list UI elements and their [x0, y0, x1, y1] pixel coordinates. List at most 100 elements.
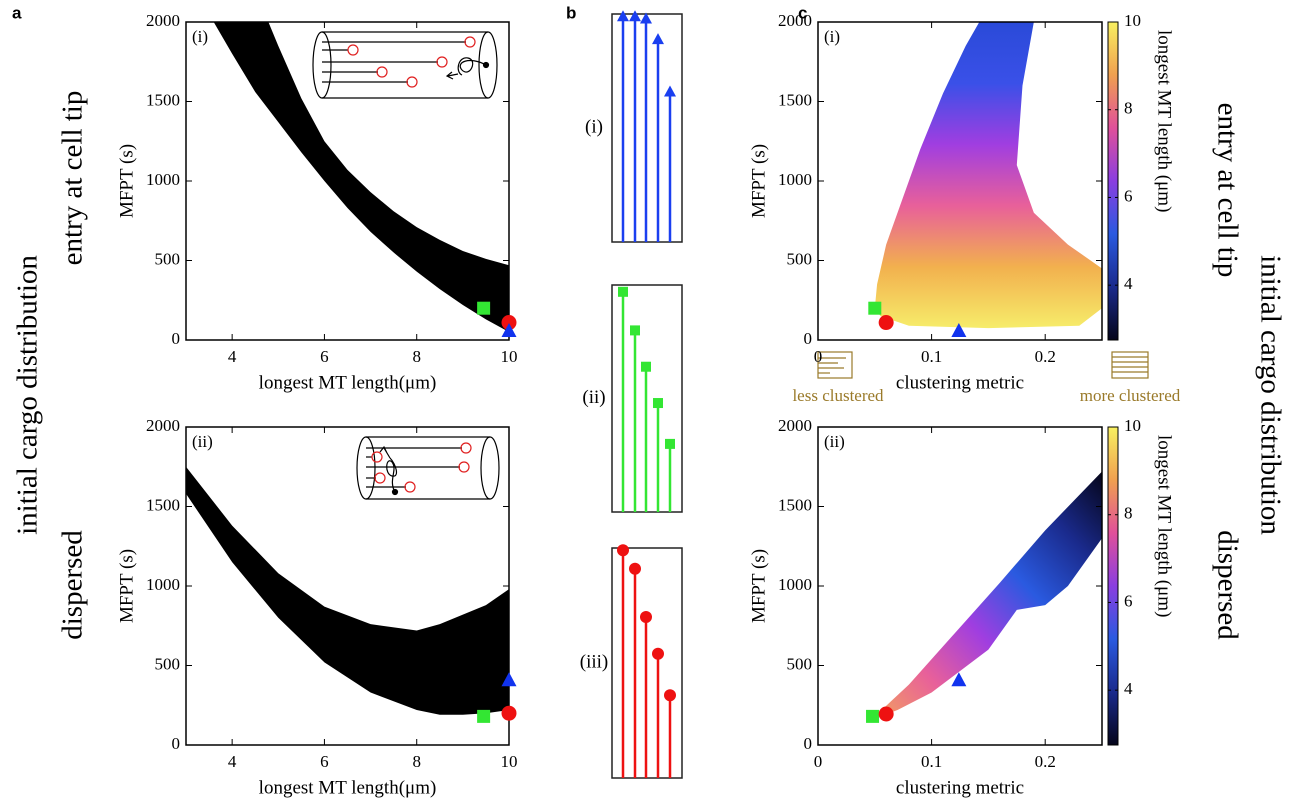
y-tick-label: 500	[155, 654, 181, 673]
marker-circle	[629, 562, 641, 575]
x-tick-label: 0.1	[921, 347, 942, 366]
y-tick-label: 2000	[146, 416, 180, 435]
y-tick-label: 1000	[778, 575, 812, 594]
marker-circle	[640, 611, 652, 623]
panel-letter: a	[12, 3, 22, 22]
scatter-cloud	[874, 471, 1102, 717]
marker-triangle	[629, 10, 641, 22]
x-tick-label: 6	[320, 347, 329, 366]
x-tick-label: 0	[814, 752, 823, 771]
marker-square	[665, 438, 675, 449]
y-tick-label: 500	[155, 249, 181, 268]
x-tick-label: 8	[412, 347, 421, 366]
row-title: dispersed	[1211, 530, 1243, 640]
annotation: more clustered	[1080, 386, 1181, 405]
panel-label: (ii)	[824, 432, 845, 451]
x-axis-label: clustering metric	[896, 777, 1024, 798]
y-tick-label: 1500	[146, 90, 180, 109]
x-tick-label: 10	[501, 752, 518, 771]
marker-square	[477, 301, 491, 315]
scatter-band	[213, 22, 509, 333]
y-axis-label: MFPT (s)	[748, 144, 769, 218]
colorbar-label: longest MT length (μm)	[1154, 435, 1175, 617]
colorbar-tick-label: 8	[1124, 504, 1133, 523]
panel-label: (i)	[585, 116, 603, 137]
x-tick-label: 10	[501, 347, 518, 366]
marker-circle	[501, 705, 517, 721]
marker-triangle	[501, 322, 517, 337]
marker-triangle	[951, 672, 967, 687]
marker-triangle	[501, 672, 517, 687]
marker-triangle	[652, 33, 664, 45]
colorbar	[1107, 426, 1119, 746]
marker-circle	[501, 315, 517, 331]
row-title: dispersed	[57, 530, 89, 640]
y-tick-label: 0	[804, 329, 813, 348]
marker-circle	[652, 647, 664, 660]
y-tick-label: 1000	[146, 170, 180, 189]
colorbar-tick-label: 10	[1124, 11, 1141, 30]
colorbar-tick-label: 4	[1124, 679, 1133, 698]
row-title: entry at cell tip	[57, 91, 89, 266]
y-tick-label: 1000	[778, 170, 812, 189]
y-axis-label: MFPT (s)	[116, 549, 137, 623]
x-axis-label: clustering metric	[896, 372, 1024, 393]
colorbar-tick-label: 4	[1124, 274, 1133, 293]
panel-label: (i)	[192, 27, 208, 46]
x-tick-label: 4	[228, 347, 237, 366]
y-tick-label: 0	[172, 734, 181, 753]
x-tick-label: 8	[412, 752, 421, 771]
x-tick-label: 6	[320, 752, 329, 771]
y-tick-label: 2000	[778, 416, 812, 435]
marker-square	[618, 286, 628, 297]
marker-circle	[664, 689, 676, 702]
marker-circle	[878, 315, 894, 331]
panel-label: (ii)	[582, 387, 605, 408]
inset-cylinder	[355, 433, 501, 505]
marker-circle	[617, 544, 629, 557]
marker-square	[866, 709, 880, 723]
y-tick-label: 1500	[778, 495, 812, 514]
colorbar-label: longest MT length (μm)	[1154, 30, 1175, 212]
marker-square	[653, 398, 663, 409]
x-tick-label: 0.1	[921, 752, 942, 771]
marker-square	[641, 361, 651, 372]
x-tick-label: 4	[228, 752, 237, 771]
y-tick-label: 0	[172, 329, 181, 348]
y-tick-label: 0	[804, 734, 813, 753]
marker-square	[477, 709, 491, 723]
y-tick-label: 1500	[778, 90, 812, 109]
x-tick-label: 0.2	[1035, 347, 1056, 366]
x-tick-label: 0	[814, 347, 823, 366]
colorbar	[1107, 21, 1119, 341]
x-tick-label: 0.2	[1035, 752, 1056, 771]
y-axis-label: MFPT (s)	[748, 549, 769, 623]
marker-triangle	[664, 85, 676, 97]
y-tick-label: 500	[787, 249, 813, 268]
row-group-title: initial cargo distribution	[12, 255, 44, 535]
row-group-title: initial cargo distribution	[1254, 255, 1286, 535]
marker-triangle	[617, 10, 629, 22]
marker-triangle	[640, 12, 652, 24]
x-axis-label: longest MT length(μm)	[259, 777, 437, 798]
marker-square	[868, 301, 882, 315]
marker-circle	[878, 706, 894, 722]
panel-label: (iii)	[580, 651, 609, 672]
y-tick-label: 2000	[146, 11, 180, 30]
panel-letter: c	[798, 3, 807, 22]
colorbar-tick-label: 10	[1124, 416, 1141, 435]
scatter-cloud	[874, 22, 1102, 329]
y-tick-label: 1500	[146, 495, 180, 514]
y-tick-label: 500	[787, 654, 813, 673]
panel-letter: b	[566, 3, 576, 22]
row-title: entry at cell tip	[1211, 103, 1243, 278]
colorbar-tick-label: 8	[1124, 99, 1133, 118]
panel-label: (ii)	[192, 432, 213, 451]
inset-cylinder	[312, 28, 502, 104]
marker-square	[630, 325, 640, 336]
y-tick-label: 1000	[146, 575, 180, 594]
y-axis-label: MFPT (s)	[116, 144, 137, 218]
colorbar-tick-label: 6	[1124, 591, 1133, 610]
y-tick-label: 2000	[778, 11, 812, 30]
